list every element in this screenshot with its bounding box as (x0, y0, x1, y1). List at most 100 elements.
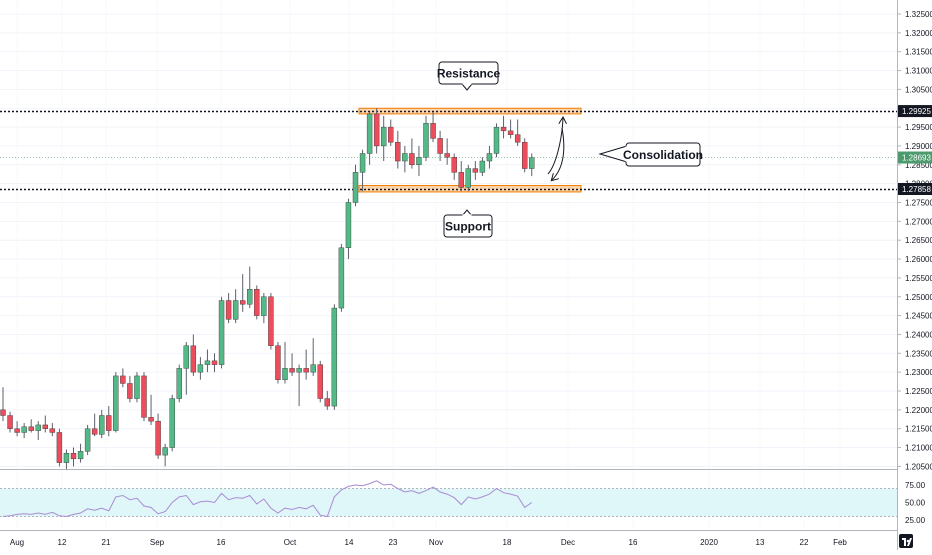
candle-down (451, 157, 457, 173)
y-tick-label: 1.24000 (905, 330, 932, 339)
candle-up (21, 426, 27, 433)
candle-down (148, 417, 154, 422)
x-tick-label: 18 (503, 538, 512, 547)
y-tick-label: 1.26000 (905, 255, 932, 264)
x-tick-label: Sep (150, 538, 165, 547)
candle-up (162, 447, 168, 456)
candle-down (430, 123, 436, 139)
x-tick-label: 16 (217, 538, 226, 547)
price-label: 1.27858 (902, 185, 931, 194)
candle-up (282, 368, 288, 380)
x-tick-label: Oct (284, 538, 297, 547)
rsi-tick-label: 50.00 (905, 499, 926, 508)
candle-up (338, 247, 345, 309)
candle-up (113, 375, 119, 431)
rsi-line (2, 480, 533, 518)
candle-down (437, 138, 443, 154)
candle-down (388, 126, 394, 143)
y-tick-label: 1.26500 (905, 236, 932, 245)
candle-up (183, 345, 190, 369)
candle-up (98, 415, 105, 435)
x-tick-label: Aug (10, 538, 24, 547)
candle-down (56, 432, 63, 463)
y-tick-label: 1.21500 (905, 425, 932, 434)
rsi-pane: 75.00 50.00 25.00 (0, 480, 926, 525)
x-tick-label: 2020 (700, 538, 718, 547)
candle-up (197, 364, 204, 373)
rsi-tick-label: 75.00 (905, 481, 926, 490)
candle-down (522, 141, 528, 169)
candle-down (0, 409, 6, 416)
candle-down (127, 383, 133, 399)
grid (0, 13, 897, 467)
price-label-box (898, 105, 932, 118)
candle-down (395, 141, 401, 162)
time-axis: Aug 12 21 Sep 16 Oct 14 23 Nov 18 Dec 16 2020 13 22 Feb (10, 538, 848, 547)
y-tick-label: 1.20500 (905, 462, 932, 471)
candle-up (169, 398, 175, 448)
y-tick-label: 1.25500 (905, 274, 932, 283)
candle-down (458, 172, 464, 188)
x-tick-label: 23 (389, 538, 398, 547)
x-tick-label: 14 (345, 538, 354, 547)
candle-down (373, 113, 380, 147)
candle-up (465, 168, 471, 188)
candle-down (409, 153, 415, 166)
candle-down (91, 428, 98, 435)
candle-up (493, 126, 500, 154)
y-tick-label: 1.28500 (905, 161, 932, 170)
y-tick-label: 1.25000 (905, 293, 932, 302)
candle-up (352, 172, 359, 203)
candle-up (134, 375, 140, 399)
candle-down (106, 415, 112, 431)
x-tick-label: 16 (629, 538, 638, 547)
candle-down (28, 426, 34, 431)
candle-up (416, 157, 422, 165)
tradingview-logo (899, 534, 913, 548)
candle-up (232, 300, 239, 320)
consolidation-label: Consolidation (623, 148, 703, 162)
support-callout: Support (443, 209, 493, 238)
price-axis: 1.325001.320001.315001.310001.305001.300… (897, 10, 932, 471)
candle-up (331, 307, 338, 407)
y-tick-label: 1.32500 (905, 10, 932, 19)
candle-down (275, 345, 281, 380)
candle-down (303, 368, 309, 373)
candle-down (317, 364, 323, 399)
x-tick-label: 13 (756, 538, 765, 547)
rsi-band (0, 488, 897, 517)
price-label: 1.29925 (902, 107, 931, 116)
x-tick-label: 21 (102, 538, 111, 547)
candle-down (254, 289, 260, 316)
rsi-tick-label: 25.00 (905, 516, 926, 525)
candle-up (310, 364, 316, 373)
y-tick-label: 1.31000 (905, 67, 932, 76)
price-label-box (898, 151, 932, 164)
down-arrow (552, 127, 565, 180)
candle-up (35, 424, 41, 431)
candle-down (14, 428, 20, 433)
candle-up (77, 451, 84, 460)
candle-down (211, 360, 218, 365)
y-tick-label: 1.32000 (905, 29, 932, 38)
candle-down (7, 415, 13, 429)
candle-up (423, 123, 429, 158)
price-label: 1.28693 (902, 154, 931, 163)
candle-up (486, 153, 493, 162)
candle-up (366, 113, 373, 154)
y-tick-label: 1.22500 (905, 387, 932, 396)
y-tick-label: 1.29500 (905, 123, 932, 132)
candle-up (345, 202, 352, 248)
candle-down (500, 126, 507, 132)
y-tick-label: 1.22000 (905, 406, 932, 415)
candle-down (239, 300, 246, 305)
candle-down (289, 368, 295, 373)
candle-down (472, 168, 479, 173)
horizontal-lines (0, 110, 897, 191)
x-tick-label: Nov (429, 538, 443, 547)
candle-up (261, 296, 267, 316)
resistance-callout: Resistance (437, 61, 501, 91)
consolidation-callout: Consolidation (598, 142, 703, 167)
